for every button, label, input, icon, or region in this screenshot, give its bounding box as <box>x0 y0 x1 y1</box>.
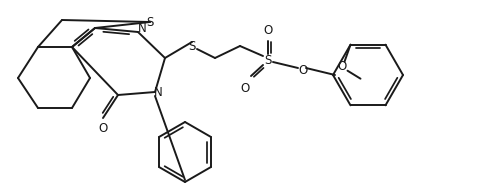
Text: O: O <box>241 81 250 94</box>
Text: N: N <box>153 86 162 99</box>
Text: O: O <box>263 24 272 37</box>
Text: O: O <box>298 63 308 76</box>
Text: O: O <box>98 121 107 134</box>
Text: S: S <box>264 54 272 67</box>
Text: O: O <box>338 60 347 73</box>
Text: S: S <box>188 40 196 53</box>
Text: S: S <box>146 16 154 29</box>
Text: N: N <box>137 23 146 36</box>
